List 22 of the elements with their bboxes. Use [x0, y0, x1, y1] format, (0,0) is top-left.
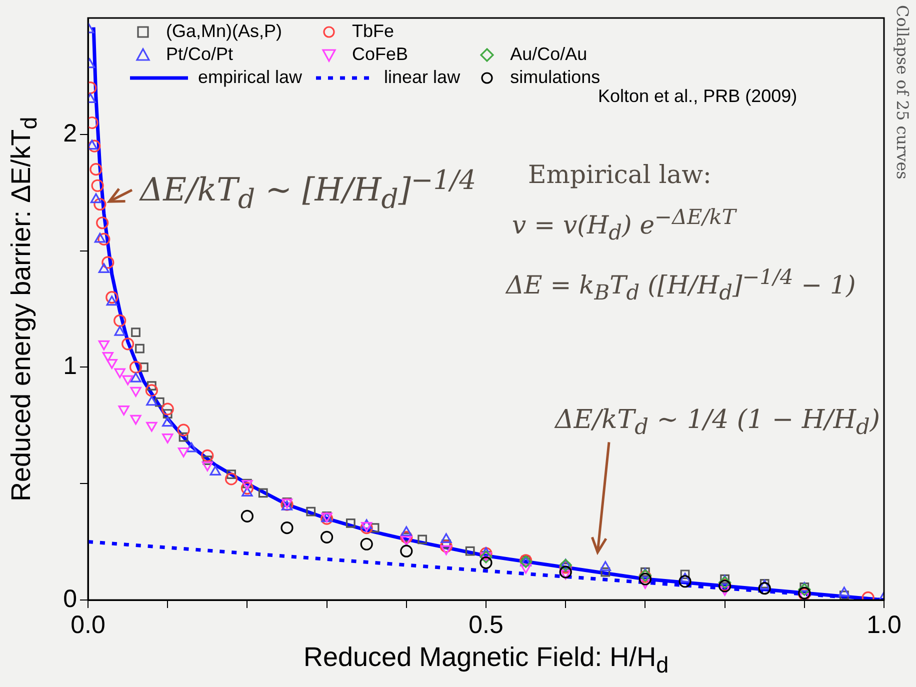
- annotation: Kolton et al., PRB (2009): [598, 86, 798, 107]
- legend-label: (Ga,Mn)(As,P): [166, 21, 282, 42]
- annotation: ΔE/kT$_{d}$ ~ [H/H$_{d}$]$^{−1/4}$: [140, 165, 476, 216]
- x-tick-label: 1.0: [866, 610, 902, 639]
- legend-label: Pt/Co/Pt: [166, 44, 234, 65]
- legend-label: Au/Co/Au: [510, 44, 588, 65]
- legend-label: TbFe: [352, 21, 394, 42]
- annotation: v = v(H$_{d}$) e$^{−ΔE/kT}$: [512, 205, 736, 244]
- legend-label: linear law: [384, 67, 460, 88]
- y-tick-label: 2: [63, 119, 77, 148]
- x-axis-title: Reduced Magnetic Field: H/H$_{d}$: [304, 642, 669, 678]
- x-tick-label: 0.5: [468, 610, 504, 639]
- annotation: Empirical law:: [528, 160, 712, 189]
- y-tick-label: 1: [63, 352, 77, 380]
- y-tick-label: 0: [63, 584, 77, 613]
- text: ΔE = k$_{B}$T$_{d}$ ([H/H$_{d}$]$^{−1/4}$ − 1): [506, 265, 856, 304]
- x-tick-label: 0.0: [70, 610, 106, 639]
- text: Collapse of 25 curves: [893, 5, 912, 180]
- legend-label: simulations: [510, 67, 600, 88]
- annotation: ΔE/kT$_{d}$ ~ 1/4 (1 − H/H$_{d}$): [555, 405, 880, 440]
- legend-label: empirical law: [198, 67, 302, 88]
- legend-label: CoFeB: [352, 44, 408, 65]
